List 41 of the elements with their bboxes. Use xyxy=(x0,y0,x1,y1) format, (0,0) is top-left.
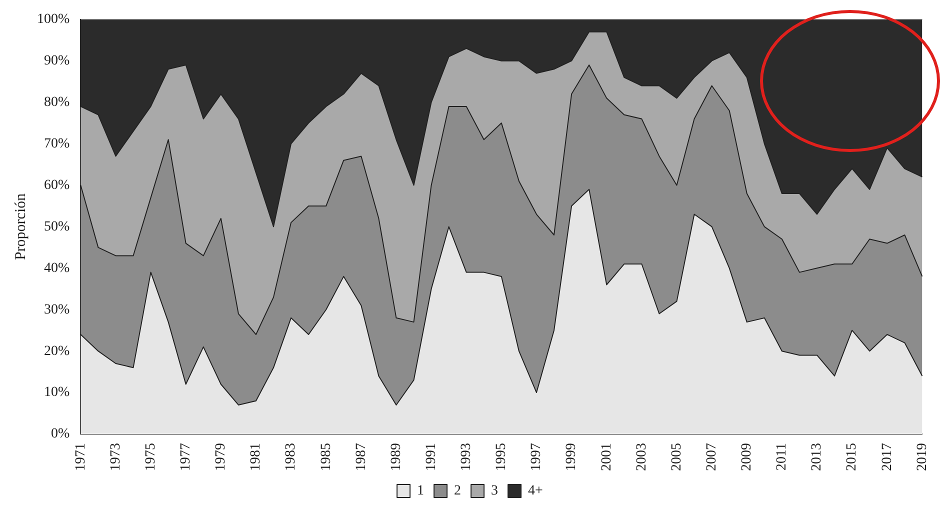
x-tick-label: 2009 xyxy=(740,443,755,471)
y-tick-label: 50% xyxy=(44,219,70,234)
y-tick-label: 90% xyxy=(44,54,70,69)
x-tick-label: 1979 xyxy=(214,443,229,471)
y-tick-label: 20% xyxy=(44,344,70,359)
x-tick-label: 2011 xyxy=(774,443,790,470)
legend-label: 1 xyxy=(417,484,424,499)
x-tick-label: 1971 xyxy=(73,443,88,471)
x-tick-label: 1981 xyxy=(248,443,264,471)
x-tick-label: 1995 xyxy=(494,443,510,471)
x-tick-label: 1973 xyxy=(108,443,124,471)
x-tick-label: 1977 xyxy=(178,443,194,471)
x-tick-label: 2015 xyxy=(844,443,860,471)
y-tick-label: 10% xyxy=(44,385,70,400)
x-tick-label: 1993 xyxy=(459,443,474,471)
x-tick-label: 1985 xyxy=(318,443,334,471)
x-tick-label: 1983 xyxy=(284,443,299,471)
y-tick-label: 100% xyxy=(36,12,70,28)
y-tick-label: 60% xyxy=(44,178,70,193)
x-tick-label: 1975 xyxy=(143,443,158,471)
x-tick-label: 1989 xyxy=(388,443,404,471)
legend-label: 4+ xyxy=(528,484,544,499)
y-tick-label: 80% xyxy=(44,94,70,110)
x-tick-label: 1997 xyxy=(529,443,544,471)
x-tick-label: 1987 xyxy=(354,443,369,471)
x-tick-label: 2005 xyxy=(669,443,684,471)
x-tick-label: 1999 xyxy=(564,443,580,471)
x-tick-label: 2001 xyxy=(599,443,614,471)
x-tick-label: 2007 xyxy=(704,443,720,471)
x-tick-label: 2013 xyxy=(810,443,825,471)
x-tick-label: 2017 xyxy=(880,443,895,471)
y-tick-label: 70% xyxy=(44,136,70,152)
y-tick-label: 40% xyxy=(44,260,70,276)
x-tick-label: 2003 xyxy=(634,443,650,471)
y-axis-title: Proporción xyxy=(12,192,29,260)
legend-label: 3 xyxy=(491,484,498,499)
y-tick-label: 30% xyxy=(44,302,70,318)
x-tick-label: 2019 xyxy=(914,443,930,471)
y-tick-label: 0% xyxy=(50,426,70,442)
legend-label: 2 xyxy=(454,484,462,499)
x-tick-label: 1991 xyxy=(424,443,439,471)
